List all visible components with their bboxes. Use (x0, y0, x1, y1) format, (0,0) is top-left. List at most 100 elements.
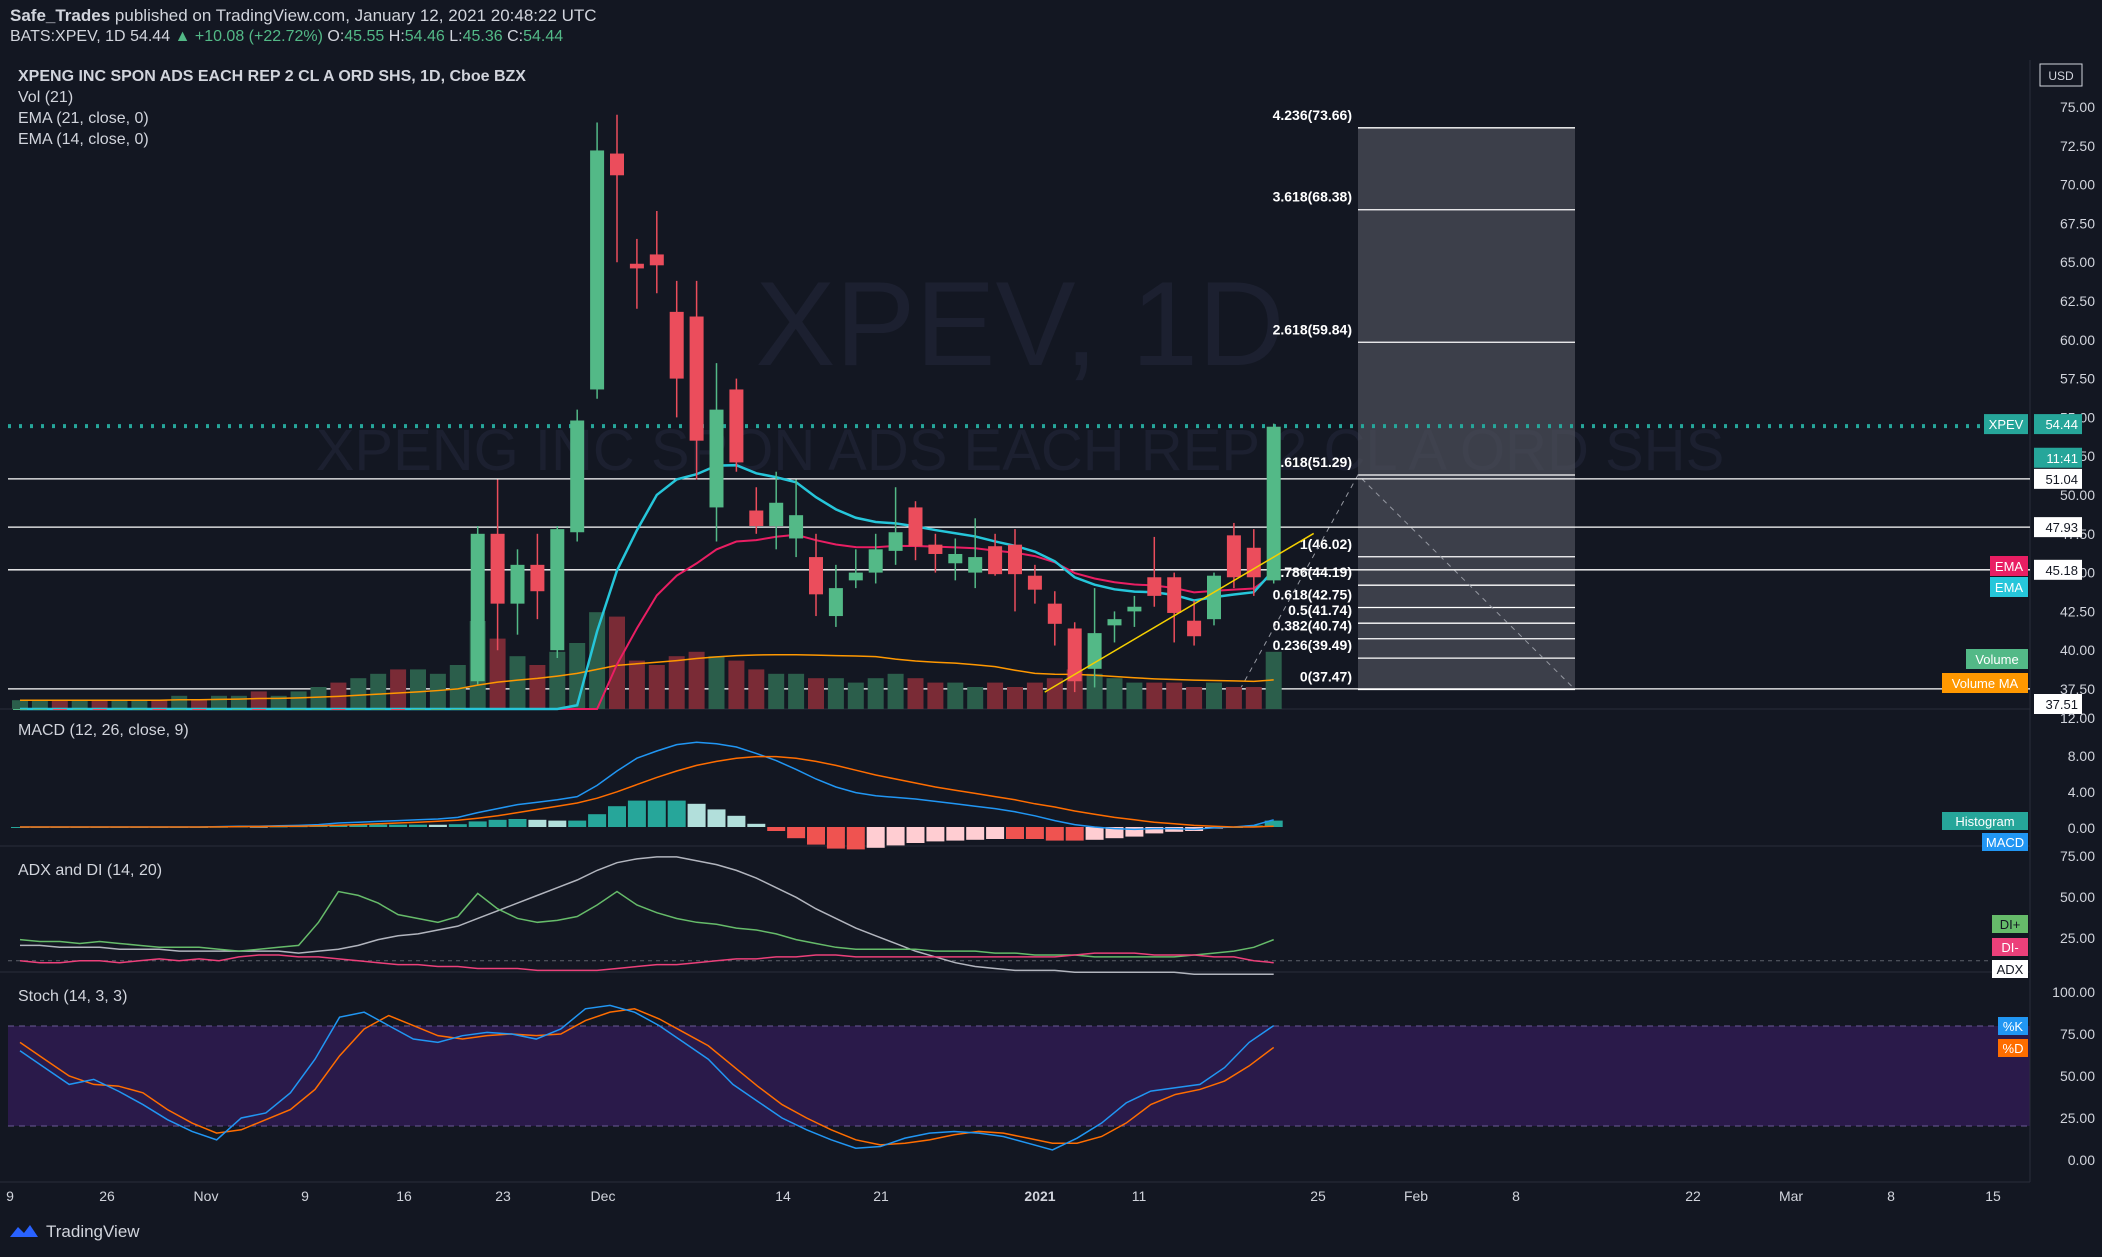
macd-histogram-bar (608, 806, 626, 827)
price-tick: 62.50 (2060, 293, 2095, 309)
macd-histogram-bar (627, 800, 646, 827)
legend-vol[interactable]: Vol (21) (18, 89, 74, 106)
symbol-name[interactable]: BATS:XPEV, 1D (10, 28, 126, 45)
stoch-tick: 50.00 (2060, 1068, 2095, 1084)
candle-body (928, 544, 943, 554)
candle-body (789, 515, 804, 539)
macd-histogram-bar (707, 809, 726, 827)
stoch-tag-box (1998, 1017, 2028, 1035)
macd-histogram-bar (1125, 827, 1144, 837)
stoch-tick: 75.00 (2060, 1026, 2095, 1042)
volume-bar (151, 700, 168, 709)
stoch-tick: 0.00 (2068, 1152, 2095, 1168)
symbol-quote-line: BATS:XPEV, 1D 54.44 ▲ +10.08 (+22.72%) O… (10, 28, 563, 46)
volume-bar (628, 660, 645, 709)
volume-bar (31, 700, 48, 709)
stoch-pane-title[interactable]: Stoch (14, 3, 3) (18, 988, 128, 1005)
legend-ema21[interactable]: EMA (21, close, 0) (18, 110, 149, 127)
candle-body (92, 709, 107, 710)
candle-body (570, 420, 585, 533)
candle-body (988, 546, 1003, 575)
adx-tag-box (1992, 960, 2028, 978)
ema14-line (20, 463, 1275, 711)
series-tag-label: Volume (1975, 652, 2018, 667)
price-tick: 75.00 (2060, 99, 2095, 115)
macd-histogram-bar (886, 827, 905, 846)
price-tick: 72.50 (2060, 138, 2095, 154)
fib-level-label: 0.618(42.75) (1273, 587, 1352, 603)
macd-histogram-bar (1244, 825, 1263, 827)
legend-title[interactable]: XPENG INC SPON ADS EACH REP 2 CL A ORD S… (18, 68, 526, 85)
price-tag-box (2034, 694, 2082, 714)
volume-bar (708, 656, 725, 709)
time-tick: 22 (1685, 1188, 1701, 1204)
adx-tick: 25.00 (2060, 930, 2095, 946)
macd-pane-title[interactable]: MACD (12, 26, close, 9) (18, 722, 189, 739)
macd-histogram-bar (548, 820, 567, 827)
candle-body (669, 311, 684, 379)
last-price: 54.44 (130, 28, 171, 45)
macd-histogram-bar (807, 827, 825, 845)
price-tag-symbol: XPEV (1989, 417, 2024, 432)
di-minus-line (19, 952, 1274, 972)
macd-histogram-bar (409, 824, 427, 827)
macd-histogram-bar (727, 815, 746, 827)
fib-level-label: 0.382(40.74) (1273, 618, 1352, 634)
fib-trend-path (1239, 474, 1576, 690)
candle-body (1067, 628, 1082, 682)
adx-tag-box (1992, 915, 2028, 933)
candle-body (152, 709, 167, 710)
stoch-d-line (19, 1008, 1275, 1146)
volume-bar (947, 682, 964, 709)
adx-tag-box (1992, 938, 2028, 956)
candle-body (132, 709, 147, 710)
publisher-name[interactable]: Safe_Trades (10, 6, 111, 25)
price-tick: 67.50 (2060, 215, 2095, 231)
candle-body (231, 709, 246, 710)
volume-bar (529, 665, 546, 709)
macd-histogram-bar (1045, 827, 1064, 841)
candle-body (411, 709, 425, 710)
time-tick: 14 (775, 1188, 791, 1204)
tradingview-logo[interactable]: TradingView (8, 1222, 140, 1242)
macd-histogram-bar (389, 824, 408, 827)
volume-bar (350, 678, 367, 709)
adx-pane-title[interactable]: ADX and DI (14, 20) (18, 862, 163, 879)
time-tick: 11 (1132, 1188, 1147, 1204)
high-label: H: (388, 28, 405, 45)
volume-bar (12, 700, 28, 709)
volume-bar (768, 673, 785, 709)
volume-bar (648, 665, 665, 709)
macd-histogram-bar (508, 819, 527, 827)
adx-tick: 75.00 (2060, 848, 2095, 864)
volume-bar (230, 695, 247, 709)
fib-level-label: 0.5(41.74) (1288, 602, 1352, 618)
macd-histogram-bar (1025, 827, 1044, 839)
candle-body (331, 709, 346, 710)
stoch-tag-label: %D (2003, 1041, 2024, 1056)
macd-tag-label: MACD (1986, 835, 2024, 850)
legend-ema14[interactable]: EMA (14, close, 0) (18, 131, 149, 148)
macd-histogram-bar (1105, 827, 1124, 839)
volume-bar (191, 700, 208, 709)
stoch-band (8, 1026, 2030, 1126)
price-tag-box (2034, 559, 2082, 580)
open-label: O: (327, 28, 345, 45)
price-tick: 70.00 (2060, 177, 2095, 193)
time-tick: 26 (99, 1188, 115, 1204)
series-tag-box (1966, 649, 2028, 669)
series-tag-box (1990, 577, 2028, 597)
price-tag-box (2034, 517, 2082, 538)
macd-histogram-bar (528, 819, 547, 827)
macd-histogram-bar (1145, 827, 1164, 834)
volume-bar (1007, 687, 1023, 709)
macd-histogram-bar (946, 827, 965, 841)
candle-body (212, 709, 226, 710)
brand-label: TradingView (46, 1222, 140, 1241)
fib-level-label: 0.786(44.19) (1273, 564, 1352, 580)
candle-body (749, 510, 764, 527)
series-tag-box (1990, 556, 2028, 576)
volume-bar (967, 687, 984, 709)
candle-body (391, 709, 406, 710)
